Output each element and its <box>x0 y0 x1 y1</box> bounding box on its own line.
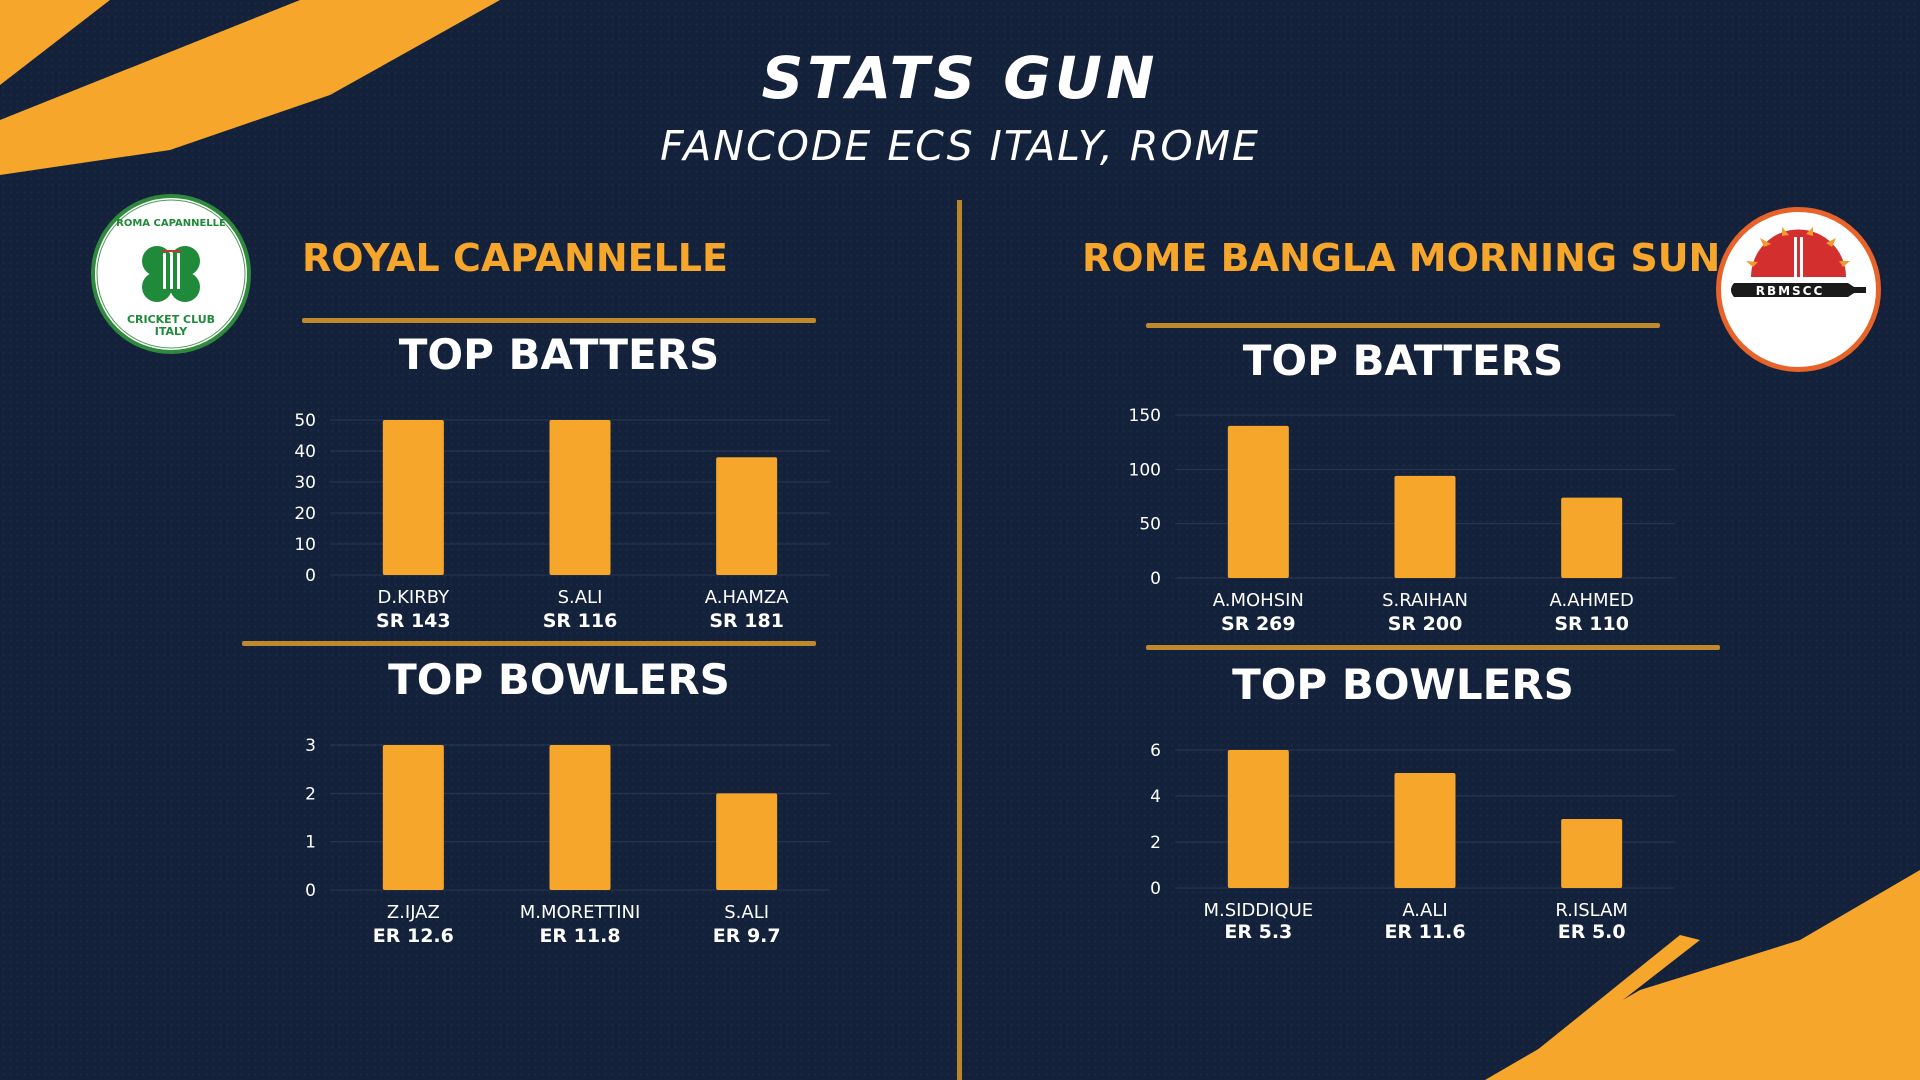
x-category-label: Z.IJAZ <box>387 902 440 923</box>
x-stat-label: SR 269 <box>1221 613 1296 635</box>
x-category-label: M.SIDDIQUE <box>1203 900 1313 921</box>
y-tick-label: 3 <box>305 736 316 756</box>
y-tick-label: 1 <box>305 833 316 853</box>
bar <box>1394 773 1456 888</box>
logo-rbmscc-text: RBMSCC <box>1756 284 1825 298</box>
left-mid-rule <box>242 641 816 646</box>
left-batters-title: TOP BATTERS <box>398 330 720 379</box>
x-stat-label: SR 116 <box>543 610 618 632</box>
y-tick-label: 0 <box>1150 569 1161 589</box>
x-stat-label: ER 5.0 <box>1558 921 1626 943</box>
y-tick-label: 100 <box>1129 460 1161 480</box>
bar <box>549 745 611 890</box>
bar <box>716 457 778 575</box>
x-category-label: S.RAIHAN <box>1382 590 1468 611</box>
bar <box>382 420 444 575</box>
y-tick-label: 0 <box>305 566 316 586</box>
right-header-rule <box>1146 323 1660 328</box>
y-tick-label: 10 <box>294 535 316 555</box>
y-tick-label: 150 <box>1129 406 1161 426</box>
center-divider <box>957 200 962 1080</box>
y-tick-label: 50 <box>1139 515 1161 535</box>
page-title: STATS GUN <box>761 44 1159 112</box>
x-category-label: A.ALI <box>1402 900 1447 921</box>
x-category-label: S.ALI <box>724 902 769 923</box>
y-tick-label: 2 <box>305 784 316 804</box>
y-tick-label: 4 <box>1150 787 1161 807</box>
y-tick-label: 6 <box>1150 741 1161 761</box>
team-name-left: ROYAL CAPANNELLE <box>302 236 728 280</box>
stripe-top-left-3 <box>0 0 75 40</box>
x-stat-label: SR 143 <box>376 610 451 632</box>
x-category-label: S.ALI <box>558 587 603 608</box>
left-bowlers-title: TOP BOWLERS <box>388 655 730 704</box>
logo-country-text: ITALY <box>155 325 189 338</box>
bar <box>1227 750 1289 888</box>
y-tick-label: 30 <box>294 473 316 493</box>
y-tick-label: 2 <box>1150 833 1161 853</box>
x-stat-label: SR 181 <box>709 610 784 632</box>
page-subtitle: FANCODE ECS ITALY, ROME <box>660 122 1260 170</box>
y-tick-label: 50 <box>294 411 316 431</box>
x-stat-label: SR 200 <box>1388 613 1463 635</box>
x-stat-label: ER 5.3 <box>1224 921 1292 943</box>
x-category-label: A.AHMED <box>1549 590 1633 611</box>
x-stat-label: ER 12.6 <box>373 925 454 947</box>
right-mid-rule <box>1146 645 1720 650</box>
stripe-bottom-right-2 <box>1500 935 1700 1080</box>
sunrise-bat-logo-icon <box>1731 227 1866 297</box>
y-tick-label: 0 <box>305 881 316 901</box>
x-stat-label: ER 11.8 <box>539 925 620 947</box>
y-tick-label: 20 <box>294 504 316 524</box>
right-bowlers-title: TOP BOWLERS <box>1232 660 1574 709</box>
bar <box>1561 497 1623 578</box>
bar <box>1227 425 1289 578</box>
bar <box>1561 819 1623 888</box>
rbmscc-logo: RBMSCC <box>1716 207 1881 372</box>
x-stat-label: ER 9.7 <box>713 925 781 947</box>
shamrock-cricket-logo-icon <box>142 246 200 302</box>
royal-capannelle-logo: CRICKET CLUB ITALY ROMA CAPANNELLE <box>91 194 251 354</box>
bar <box>382 745 444 890</box>
right-batters-title: TOP BATTERS <box>1242 336 1564 385</box>
y-tick-label: 0 <box>1150 879 1161 899</box>
bar <box>716 793 778 890</box>
x-category-label: A.HAMZA <box>705 587 789 608</box>
x-category-label: D.KIRBY <box>378 587 451 608</box>
x-category-label: A.MOHSIN <box>1213 590 1304 611</box>
left-header-rule <box>302 318 816 323</box>
team-name-right: ROME BANGLA MORNING SUN <box>1082 236 1721 280</box>
logo-top-text: ROMA CAPANNELLE <box>116 218 226 229</box>
x-category-label: R.ISLAM <box>1555 900 1628 921</box>
logo-club-text: CRICKET CLUB <box>127 313 215 326</box>
x-category-label: M.MORETTINI <box>520 902 641 923</box>
x-stat-label: SR 110 <box>1554 613 1629 635</box>
bar <box>1394 475 1456 578</box>
y-tick-label: 40 <box>294 442 316 462</box>
bar <box>549 420 611 575</box>
stripe-bottom-right-3 <box>1860 1010 1920 1080</box>
x-stat-label: ER 11.6 <box>1384 921 1465 943</box>
